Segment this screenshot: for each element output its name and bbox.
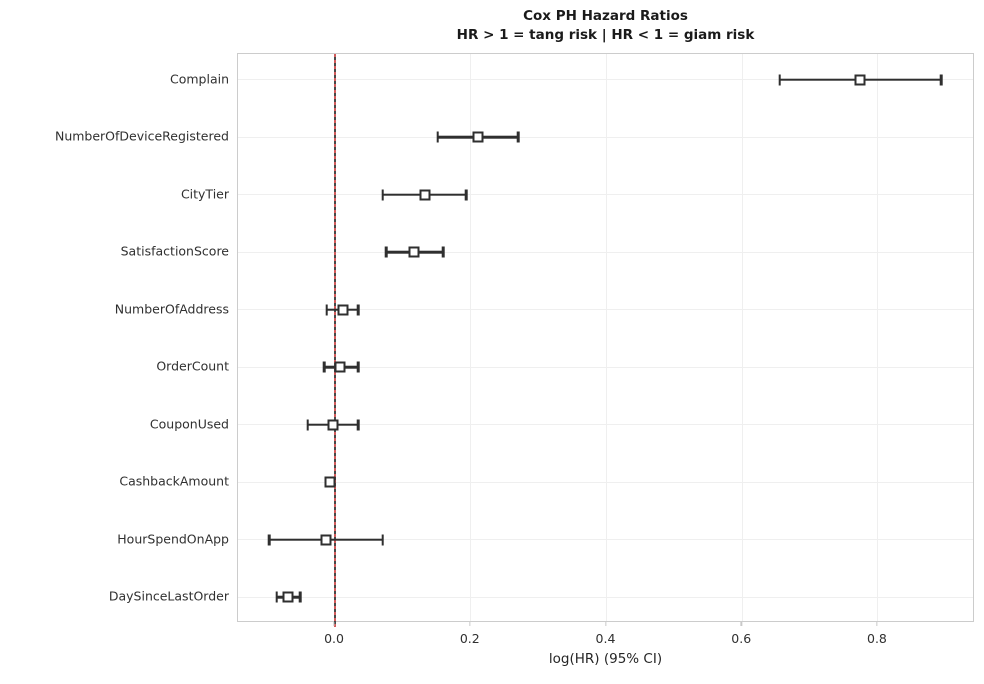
errorbar-cap-low [325, 304, 329, 316]
errorbar-cap-low [275, 591, 278, 603]
y-category-label: NumberOfDeviceRegistered [54, 128, 229, 144]
grid-line-horizontal [238, 366, 973, 368]
point-marker [854, 74, 866, 86]
grid-line-horizontal [238, 539, 973, 541]
errorbar-cap-low [384, 246, 388, 258]
chart-subtitle: HR > 1 = tang risk | HR < 1 = giam risk [456, 27, 755, 43]
x-tick-label: 0.4 [595, 631, 616, 646]
grid-line-horizontal [238, 194, 973, 196]
errorbar-cap-low [322, 361, 326, 373]
errorbar-cap-low [436, 131, 439, 143]
chart-title: Cox PH Hazard Ratios [523, 8, 688, 24]
x-tick-label: 0.2 [459, 631, 480, 646]
point-marker [408, 246, 420, 258]
errorbar-cap-high [464, 189, 468, 201]
x-tick-mark [876, 622, 878, 626]
x-axis-label: log(HR) (95% CI) [548, 651, 663, 667]
errorbar-cap-high [441, 246, 445, 258]
grid-line-horizontal [238, 481, 973, 483]
errorbar-cap-low [267, 534, 271, 546]
grid-line-horizontal [238, 79, 973, 81]
y-category-label: HourSpendOnApp [117, 531, 229, 547]
errorbar-cap-low [306, 419, 310, 431]
y-category-label: CouponUsed [149, 416, 229, 432]
y-category-label: CityTier [180, 186, 229, 202]
grid-line-horizontal [238, 136, 973, 138]
grid-line-vertical [606, 54, 607, 621]
point-marker [324, 476, 336, 488]
x-tick-label: 0.8 [867, 631, 887, 646]
grid-line-horizontal [238, 424, 973, 426]
y-category-label: Complain [169, 71, 229, 87]
y-category-label: DaySinceLastOrder [108, 588, 229, 604]
grid-line-horizontal [238, 251, 973, 253]
x-tick-mark [469, 622, 471, 626]
errorbar-cap-high [356, 419, 360, 431]
point-marker [472, 131, 484, 143]
y-category-label: SatisfactionScore [120, 243, 229, 259]
point-marker [327, 419, 339, 431]
grid-line-horizontal [238, 309, 973, 311]
x-tick-label: 0.6 [731, 631, 752, 646]
x-tick-label: 0.0 [324, 631, 344, 646]
errorbar-cap-high [939, 74, 943, 86]
y-category-label: CashbackAmount [119, 473, 229, 489]
errorbar-cap-high [381, 534, 384, 546]
errorbar-cap-high [299, 591, 302, 603]
grid-line-vertical [741, 54, 743, 621]
grid-line-vertical [877, 54, 879, 621]
errorbar-cap-high [356, 304, 360, 316]
zero-reference-line [334, 54, 336, 627]
point-marker [419, 189, 431, 201]
point-marker [334, 361, 346, 373]
plot-area [237, 53, 974, 627]
grid-line-horizontal [238, 596, 973, 598]
point-marker [320, 534, 332, 546]
x-tick-mark [333, 622, 335, 626]
chart-title-block: Cox PH Hazard Ratios HR > 1 = tang risk … [237, 7, 974, 45]
point-marker [282, 591, 294, 603]
errorbar-cap-low [381, 189, 384, 201]
errorbar-cap-high [356, 361, 360, 373]
x-tick-mark [740, 622, 742, 626]
errorbar-cap-low [778, 74, 781, 86]
errorbar-cap-high [516, 131, 520, 143]
y-category-label: OrderCount [156, 358, 229, 374]
x-tick-mark [604, 622, 607, 626]
point-marker [337, 304, 349, 316]
y-category-label: NumberOfAddress [114, 301, 229, 317]
grid-line-vertical [470, 54, 472, 621]
